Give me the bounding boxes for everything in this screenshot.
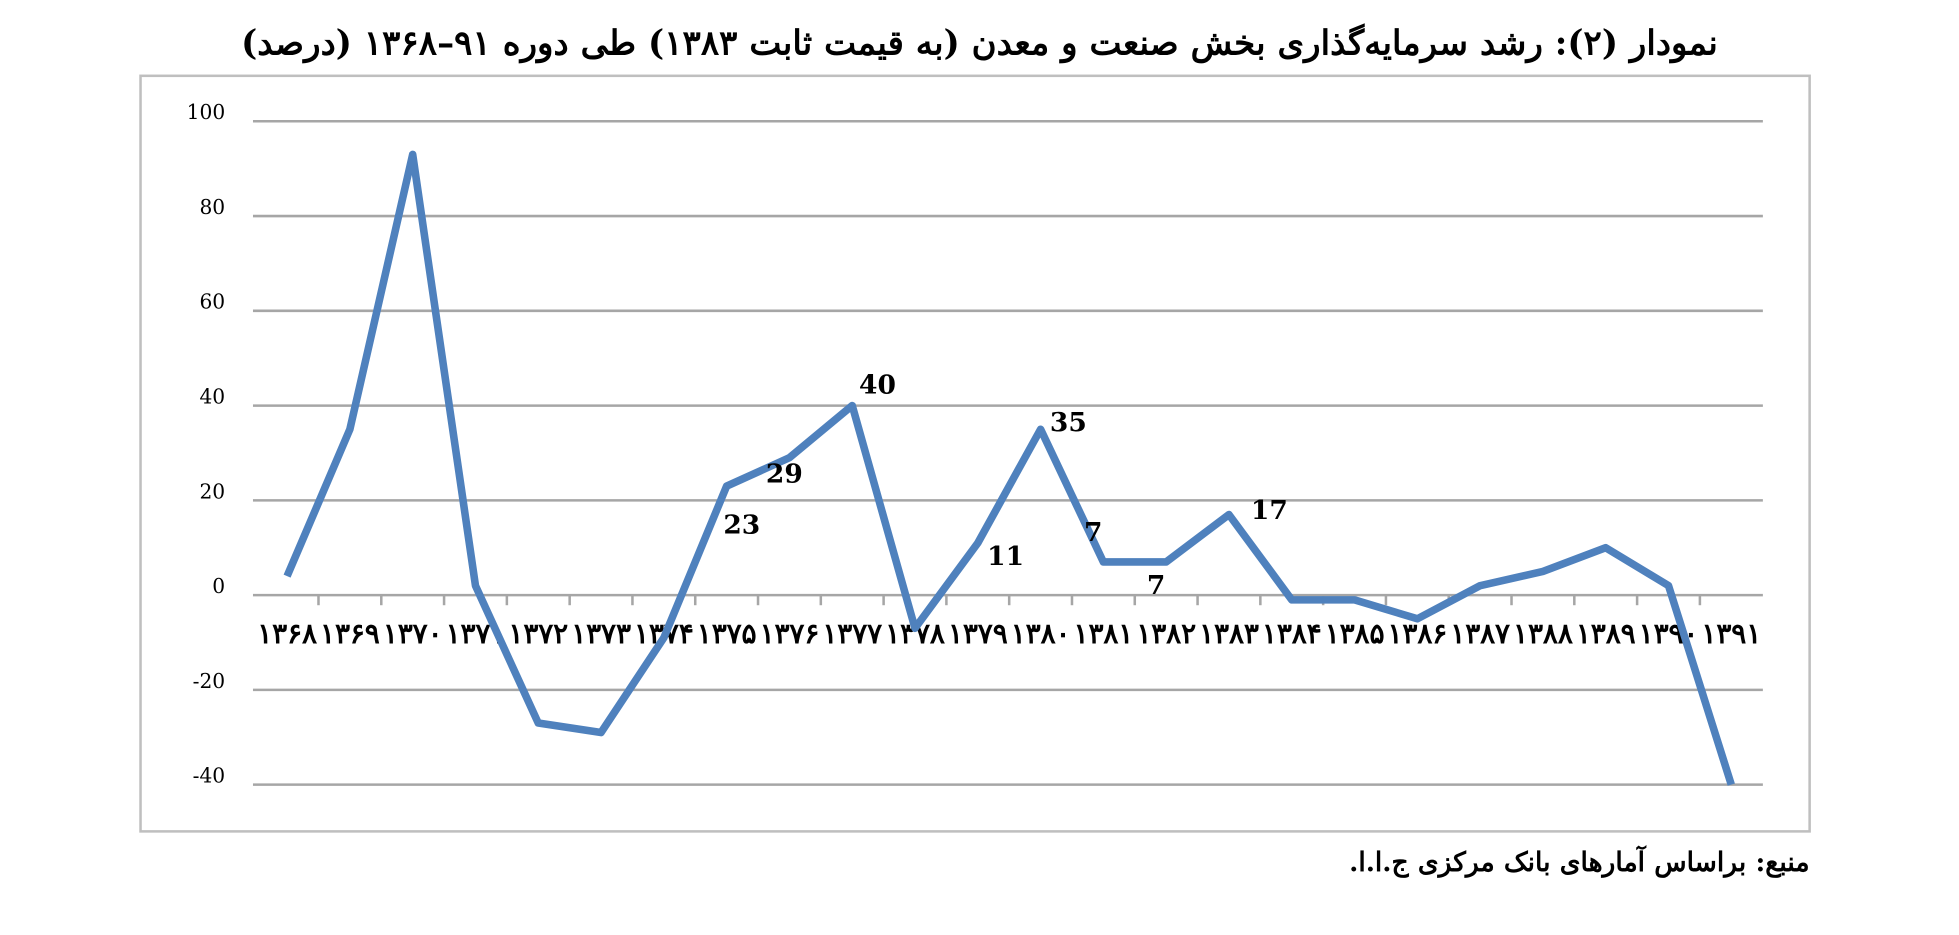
y-tick-label: 0 bbox=[212, 574, 225, 598]
y-tick-label: 20 bbox=[199, 479, 225, 503]
data-label: 29 bbox=[766, 458, 803, 489]
source-note: منبع: براساس آمارهای بانک مرکزی ج.ا.ا. bbox=[1349, 844, 1810, 879]
x-tick-label: ۱۳۷۳ bbox=[571, 617, 631, 650]
y-tick-label: -20 bbox=[193, 669, 226, 693]
chart-title: نمودار (۲): رشد سرمایه‌گذاری بخش صنعت و … bbox=[241, 22, 1718, 63]
x-tick-label: ۱۳۸۴ bbox=[1262, 617, 1322, 650]
x-tick-label: ۱۳۸۸ bbox=[1513, 617, 1574, 650]
x-tick-label: ۱۳۷۰ bbox=[383, 617, 443, 650]
x-tick-label: ۱۳۶۸ bbox=[257, 617, 318, 650]
data-label: 17 bbox=[1251, 495, 1288, 526]
data-label: 7 bbox=[1147, 570, 1165, 601]
data-label: 35 bbox=[1050, 407, 1087, 438]
y-tick-label: 100 bbox=[187, 100, 226, 124]
y-tick-label: 60 bbox=[199, 290, 225, 314]
x-tick-label: ۱۳۷۹ bbox=[948, 617, 1008, 650]
x-tick-label: ۱۳۸۰ bbox=[1011, 617, 1071, 650]
data-line bbox=[283, 150, 1735, 786]
plot-frame bbox=[139, 74, 1811, 833]
x-tick-label: ۱۳۸۲ bbox=[1136, 617, 1196, 650]
data-label: 7 bbox=[1084, 517, 1102, 548]
y-tick-label: 80 bbox=[199, 195, 225, 219]
x-tick-label: ۱۳۸۱ bbox=[1074, 617, 1134, 650]
y-tick-label: -40 bbox=[193, 764, 226, 788]
x-tick-label: ۱۳۶۹ bbox=[320, 617, 380, 650]
x-tick-label: ۱۳۷۲ bbox=[508, 617, 568, 650]
x-tick-label: ۱۳۸۷ bbox=[1450, 617, 1511, 650]
y-tick-label: 40 bbox=[199, 385, 225, 409]
x-tick-label: ۱۳۸۹ bbox=[1576, 617, 1636, 650]
data-label: 40 bbox=[859, 370, 896, 401]
x-tick-label: ۱۳۹۱ bbox=[1701, 617, 1761, 650]
x-tick-label: ۱۳۷۶ bbox=[760, 617, 820, 650]
data-label: 23 bbox=[723, 510, 760, 541]
x-tick-label: ۱۳۸۵ bbox=[1325, 617, 1385, 650]
x-tick-label: ۱۳۸۳ bbox=[1199, 617, 1259, 650]
x-tick-label: ۱۳۷۷ bbox=[822, 617, 883, 650]
data-label: 11 bbox=[987, 541, 1024, 572]
x-tick-label: ۱۳۷۵ bbox=[697, 617, 757, 650]
